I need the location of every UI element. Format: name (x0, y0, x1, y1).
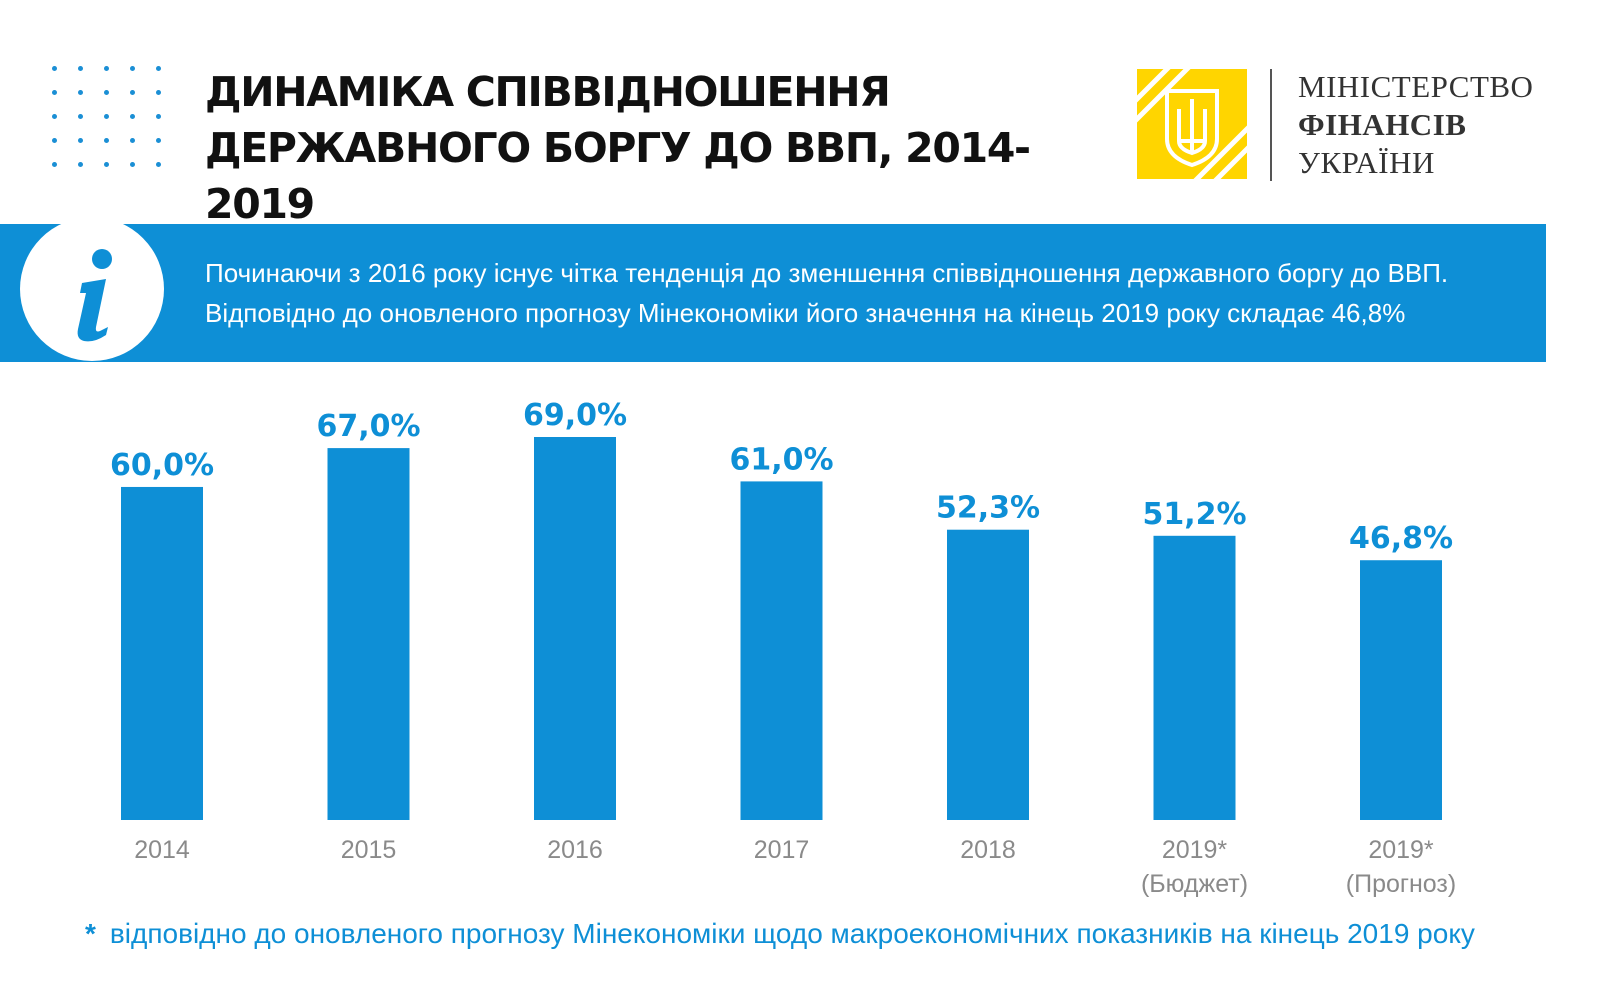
x-tick-label: 2017 (754, 836, 810, 864)
info-icon (77, 249, 112, 342)
decorative-dot (52, 90, 57, 95)
footnote-text: відповідно до оновленого прогнозу Мінеко… (109, 918, 1475, 949)
bar-value-label: 51,2% (1142, 497, 1246, 532)
decorative-dot (78, 114, 83, 119)
bar (1360, 560, 1442, 820)
info-circle (20, 217, 164, 361)
decorative-dot (130, 66, 135, 71)
bar (121, 486, 203, 820)
bar-value-label: 60,0% (110, 448, 214, 483)
decorative-dot (156, 114, 161, 119)
title-line-1: Динаміка співвідношення (205, 68, 891, 116)
bar-value-label: 67,0% (316, 409, 420, 444)
info-text: Починаючи з 2016 року існує чітка тенден… (205, 253, 1448, 333)
decorative-dot (130, 114, 135, 119)
bar-value-label: 52,3% (936, 491, 1040, 526)
decorative-dot (130, 90, 135, 95)
bar-value-label: 46,8% (1349, 521, 1453, 556)
decorative-dot (78, 138, 83, 143)
decorative-dot (78, 162, 83, 167)
logo-line-3: УКРАЇНИ (1298, 145, 1435, 180)
trident-icon (1137, 69, 1247, 179)
decorative-dot (104, 162, 109, 167)
footnote-asterisk: * (85, 918, 96, 949)
decorative-dot (78, 66, 83, 71)
decorative-dot (78, 90, 83, 95)
dot-grid-decoration (52, 66, 164, 174)
page-title: Динаміка співвідношення державного боргу… (205, 64, 1085, 232)
title-line-2: державного боргу до ВВП, 2014-2019 (205, 124, 1031, 228)
bar-value-label: 61,0% (729, 442, 833, 477)
debt-to-gdp-bar-chart: 60,0% 2014 67,0% 2015 69,0% 2016 61,0% 2017 52,3… (110, 398, 1456, 898)
ministry-logo-text: МІНІСТЕРСТВО ФІНАНСІВ УКРАЇНИ (1298, 68, 1533, 182)
bar (327, 448, 410, 820)
bar-value-label: 69,0% (523, 398, 627, 433)
decorative-dot (130, 162, 135, 167)
decorative-dot (156, 90, 161, 95)
decorative-dot (104, 114, 109, 119)
bar (947, 529, 1029, 820)
info-line-2: Відповідно до оновленого прогнозу Мінеко… (205, 298, 1406, 328)
x-tick-label: (Бюджет) (1141, 870, 1248, 898)
footnote: * відповідно до оновленого прогнозу Мінек… (85, 918, 1475, 950)
decorative-dot (52, 162, 57, 167)
decorative-dot (52, 114, 57, 119)
x-tick-label: 2019* (1162, 836, 1228, 864)
decorative-dot (156, 162, 161, 167)
decorative-dot (104, 90, 109, 95)
logo-divider (1270, 69, 1272, 181)
decorative-dot (130, 138, 135, 143)
x-tick-label: 2019* (1368, 836, 1434, 864)
bar (740, 481, 823, 820)
x-tick-label: 2018 (960, 836, 1016, 864)
decorative-dot (52, 138, 57, 143)
decorative-dot (104, 138, 109, 143)
bar (534, 437, 616, 820)
decorative-dot (156, 66, 161, 71)
x-tick-label: 2014 (134, 836, 190, 864)
logo-line-2: ФІНАНСІВ (1298, 107, 1467, 142)
info-line-1: Починаючи з 2016 року існує чітка тенден… (205, 258, 1449, 288)
x-tick-label: 2016 (547, 836, 603, 864)
bar (1153, 535, 1236, 820)
x-tick-label: 2015 (341, 836, 397, 864)
x-tick-label: (Прогноз) (1346, 870, 1456, 898)
info-banner (0, 224, 1546, 362)
decorative-dot (52, 66, 57, 71)
decorative-dot (156, 138, 161, 143)
logo-line-1: МІНІСТЕРСТВО (1298, 69, 1534, 104)
decorative-dot (104, 66, 109, 71)
